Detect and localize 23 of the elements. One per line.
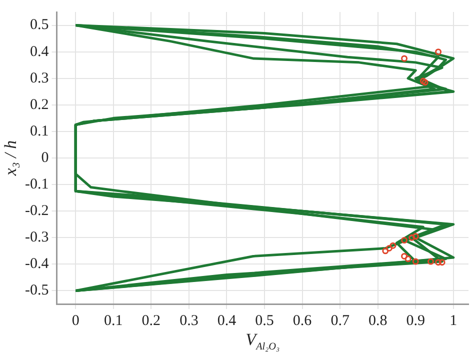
x-tick-label: 0.3 (180, 312, 198, 329)
x-tick-label: 0 (72, 312, 80, 329)
y-tick-label: 0.5 (30, 17, 49, 34)
x-tick-label: 0.2 (142, 312, 161, 329)
x-tick-label: 0.5 (255, 312, 274, 329)
x-tick-label: 0.1 (104, 312, 123, 329)
x-tick-label: 0.7 (330, 312, 350, 329)
x-tick-label: 0.4 (217, 312, 237, 329)
y-tick-label: 0 (41, 150, 49, 166)
y-tick-label: -0.5 (24, 282, 49, 299)
x-tick-label: 0.9 (406, 312, 425, 329)
x-tick-label: 0.6 (292, 312, 312, 329)
y-tick-label: -0.2 (24, 203, 49, 220)
x-tick-label: 1 (450, 312, 458, 329)
y-tick-label: -0.1 (24, 176, 49, 192)
y-tick-label: -0.3 (24, 230, 49, 246)
y-tick-label: 0.3 (30, 70, 49, 86)
x-tick-label: 0.8 (368, 312, 388, 329)
y-tick-label: 0.1 (30, 123, 49, 140)
y-axis-title: x₃ / h (1, 140, 20, 177)
y-tick-label: 0.4 (30, 44, 50, 60)
y-tick-label: -0.4 (24, 256, 50, 272)
y-tick-label: 0.2 (30, 96, 49, 113)
